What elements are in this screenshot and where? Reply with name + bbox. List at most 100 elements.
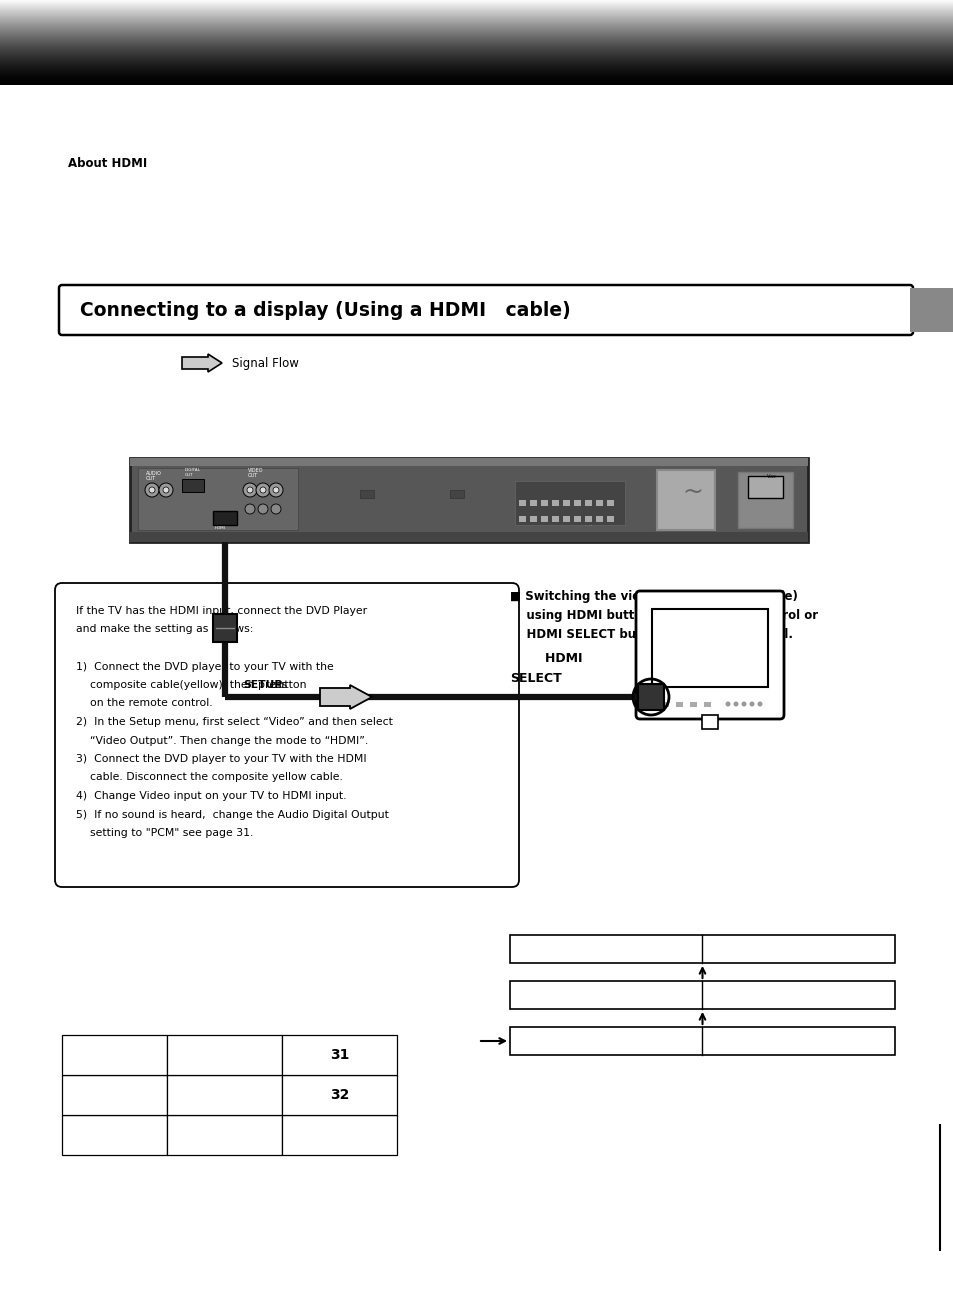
Bar <box>552 516 558 523</box>
Circle shape <box>247 488 253 493</box>
Text: OUT: OUT <box>248 473 258 478</box>
Text: ~: ~ <box>681 480 702 504</box>
Bar <box>703 702 710 707</box>
Circle shape <box>733 702 738 706</box>
Text: composite cable(yellow), then press: composite cable(yellow), then press <box>76 680 291 690</box>
Bar <box>62 1115 167 1154</box>
Text: and make the setting as follows:: and make the setting as follows: <box>76 624 253 634</box>
Bar <box>130 458 807 542</box>
Bar <box>606 500 614 506</box>
Text: button: button <box>267 680 307 690</box>
Bar <box>167 1075 282 1115</box>
FancyArrow shape <box>182 354 222 372</box>
Circle shape <box>163 488 169 493</box>
Bar <box>909 289 953 332</box>
Text: HDMI: HDMI <box>214 526 226 530</box>
FancyBboxPatch shape <box>55 582 518 887</box>
Text: 1)  Connect the DVD player to your TV with the: 1) Connect the DVD player to your TV wit… <box>76 662 334 672</box>
Bar <box>138 468 297 530</box>
Text: “Video Output”. Then change the mode to “HDMI”.: “Video Output”. Then change the mode to … <box>76 736 368 745</box>
Circle shape <box>257 504 268 514</box>
Bar <box>62 1035 167 1075</box>
Bar <box>584 516 592 523</box>
Bar <box>510 1027 894 1056</box>
Circle shape <box>149 488 154 493</box>
Text: ■ Switching the video quality (HDMI mode): ■ Switching the video quality (HDMI mode… <box>510 590 797 603</box>
Bar <box>182 478 204 491</box>
FancyArrow shape <box>319 685 372 708</box>
Text: using HDMI button on the remote control or: using HDMI button on the remote control … <box>510 608 818 621</box>
Bar <box>564 490 578 498</box>
Bar <box>130 532 807 542</box>
Bar <box>515 481 624 525</box>
Bar <box>518 516 525 523</box>
Text: 3)  Connect the DVD player to your TV with the HDMI: 3) Connect the DVD player to your TV wit… <box>76 754 366 764</box>
Bar <box>562 500 569 506</box>
Text: SETUP: SETUP <box>243 680 282 690</box>
Text: Connecting to a display (Using a HDMI   cable): Connecting to a display (Using a HDMI ca… <box>80 300 570 320</box>
Bar <box>510 935 894 963</box>
Bar <box>213 614 236 642</box>
Bar <box>130 458 807 465</box>
Circle shape <box>273 488 278 493</box>
Text: OUT: OUT <box>185 473 193 477</box>
Bar <box>596 500 602 506</box>
Bar <box>282 1115 396 1154</box>
Text: 5)  If no sound is heard,  change the Audio Digital Output: 5) If no sound is heard, change the Audi… <box>76 810 389 819</box>
Bar <box>638 684 663 710</box>
Bar <box>596 516 602 523</box>
Bar <box>518 500 525 506</box>
Bar <box>530 516 537 523</box>
Bar <box>738 472 792 528</box>
Bar <box>450 490 463 498</box>
Text: AV: AV <box>584 519 595 528</box>
Circle shape <box>271 504 281 514</box>
Text: cable. Disconnect the composite yellow cable.: cable. Disconnect the composite yellow c… <box>76 772 342 783</box>
Text: About HDMI: About HDMI <box>68 157 147 170</box>
FancyBboxPatch shape <box>636 592 783 719</box>
Bar <box>562 516 569 523</box>
Bar <box>282 1035 396 1075</box>
Bar <box>689 702 697 707</box>
Bar <box>167 1115 282 1154</box>
Text: 32: 32 <box>330 1088 349 1102</box>
Bar <box>282 1075 396 1115</box>
Bar <box>701 715 718 729</box>
Bar <box>510 982 894 1009</box>
Text: Signal Flow: Signal Flow <box>232 356 298 369</box>
Text: OUT: OUT <box>146 476 156 481</box>
Circle shape <box>740 702 745 706</box>
Circle shape <box>159 484 172 497</box>
Bar <box>213 511 236 525</box>
Text: ~Vac: ~Vac <box>762 474 775 478</box>
Bar <box>747 476 782 498</box>
Bar <box>167 1035 282 1075</box>
Circle shape <box>255 484 270 497</box>
Bar <box>540 500 547 506</box>
Bar <box>552 500 558 506</box>
Text: setting to "PCM" see page 31.: setting to "PCM" see page 31. <box>76 828 253 838</box>
Text: 2)  In the Setup menu, first select “Video” and then select: 2) In the Setup menu, first select “Vide… <box>76 718 393 727</box>
Text: AUDIO: AUDIO <box>146 471 162 476</box>
Bar <box>606 516 614 523</box>
Bar <box>584 500 592 506</box>
Text: If the TV has the HDMI input, connect the DVD Player: If the TV has the HDMI input, connect th… <box>76 606 367 616</box>
Text: 31: 31 <box>330 1048 349 1062</box>
Circle shape <box>245 504 254 514</box>
Circle shape <box>269 484 283 497</box>
Circle shape <box>724 702 730 706</box>
Text: HDMI                              HDMI: HDMI HDMI <box>510 653 750 666</box>
Bar <box>676 702 682 707</box>
Text: on the remote control.: on the remote control. <box>76 698 213 708</box>
Bar <box>359 490 374 498</box>
Bar <box>62 1075 167 1115</box>
Bar <box>661 702 668 707</box>
Bar <box>530 500 537 506</box>
Bar <box>651 608 767 686</box>
Bar <box>574 500 580 506</box>
Circle shape <box>757 702 761 706</box>
Circle shape <box>749 702 754 706</box>
Bar <box>540 516 547 523</box>
Text: VIDEO: VIDEO <box>248 468 263 473</box>
FancyBboxPatch shape <box>59 285 912 335</box>
